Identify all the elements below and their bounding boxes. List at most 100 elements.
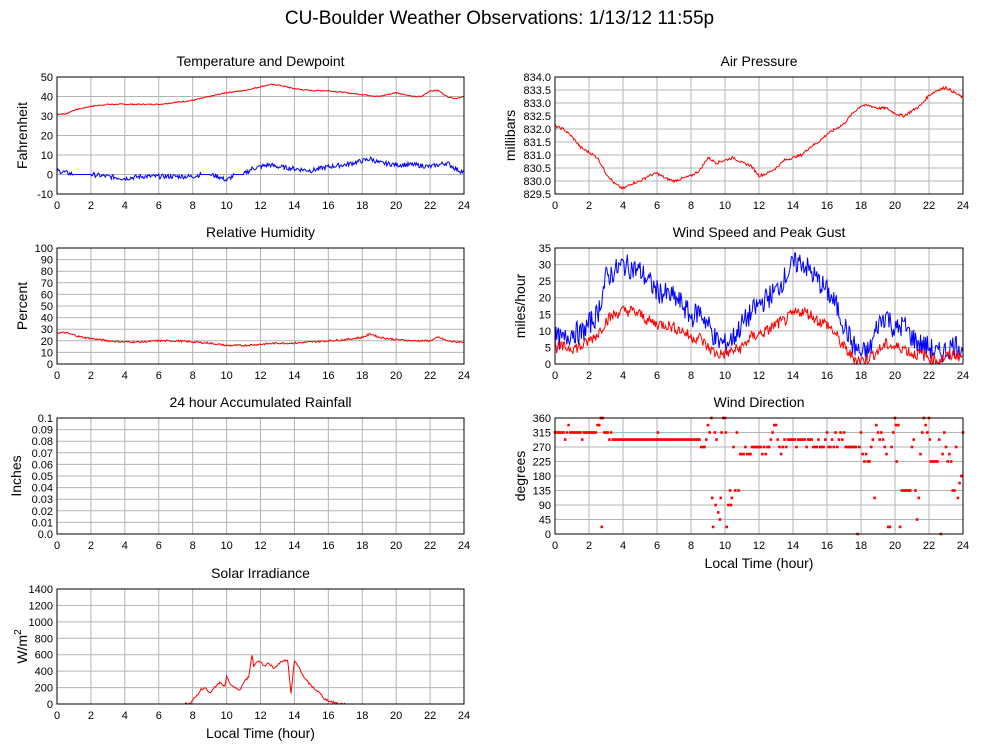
- data-point: [849, 445, 853, 449]
- data-point: [582, 431, 586, 434]
- x-tick-label: 20: [390, 200, 402, 212]
- data-point: [648, 438, 652, 441]
- data-point: [873, 496, 876, 500]
- data-point: [606, 431, 609, 434]
- y-tick-label: 0.03: [32, 494, 53, 506]
- y-tick-label: 30: [41, 324, 53, 336]
- data-point: [839, 431, 842, 434]
- x-tick-label: 14: [288, 200, 300, 212]
- x-tick-label: 22: [923, 540, 935, 552]
- data-point: [786, 438, 790, 441]
- y-tick-label: 830.0: [523, 176, 551, 188]
- y-tick-label: 0.06: [32, 459, 53, 471]
- data-point: [635, 438, 638, 441]
- data-point: [579, 431, 582, 434]
- data-point: [871, 438, 875, 441]
- data-point: [594, 431, 598, 434]
- data-point: [616, 438, 620, 441]
- data-point: [926, 431, 929, 434]
- data-point: [565, 431, 569, 434]
- data-point: [688, 438, 691, 441]
- data-point: [754, 445, 757, 449]
- data-point: [643, 438, 647, 441]
- data-point: [580, 438, 584, 441]
- y-axis-label: miles/hour: [512, 273, 528, 338]
- y-tick-label: 0: [545, 359, 551, 371]
- data-point: [698, 438, 701, 441]
- data-point: [729, 503, 733, 507]
- data-point: [620, 438, 623, 441]
- x-tick-label: 10: [220, 710, 232, 722]
- data-point: [822, 445, 825, 449]
- y-tick-label: 832.0: [523, 124, 551, 136]
- x-tick-label: 0: [552, 540, 558, 552]
- data-point: [863, 460, 866, 463]
- y-tick-label: 30: [41, 111, 53, 123]
- plot-frame: [554, 417, 964, 535]
- data-point: [747, 452, 751, 456]
- data-point: [946, 460, 949, 463]
- x-tick-label: 4: [122, 200, 128, 212]
- data-point: [890, 445, 893, 449]
- data-point: [941, 452, 944, 456]
- data-point: [900, 489, 904, 492]
- data-point: [844, 445, 847, 449]
- data-point: [728, 489, 732, 492]
- chart-rain: 0 2 4 6 8 10 12 14 16 18 20 22 240.00.010.020.030.04…: [8, 394, 470, 552]
- data-point: [807, 438, 810, 441]
- x-tick-label: 18: [356, 370, 368, 382]
- x-tick-label: 4: [122, 540, 128, 552]
- x-tick-label: 4: [620, 370, 626, 382]
- y-tick-label: 135: [533, 486, 551, 498]
- data-point: [567, 423, 570, 427]
- x-tick-label: 8: [190, 710, 196, 722]
- data-point: [808, 438, 812, 441]
- data-point: [944, 445, 948, 449]
- x-tick-label: 4: [620, 540, 626, 552]
- x-tick-label: 2: [586, 540, 592, 552]
- data-point: [951, 489, 955, 492]
- data-point: [813, 445, 817, 449]
- data-point: [920, 431, 924, 434]
- data-point: [790, 438, 793, 441]
- data-point: [934, 460, 938, 463]
- y-tick-label: 20: [41, 131, 53, 143]
- y-tick-label: 30: [539, 260, 551, 272]
- x-tick-label: 10: [220, 370, 232, 382]
- x-tick-label: 8: [190, 200, 196, 212]
- y-tick-label: 10: [539, 326, 551, 338]
- data-point: [888, 525, 892, 529]
- data-point: [859, 431, 863, 434]
- y-tick-label: 25: [539, 276, 551, 288]
- data-point: [740, 452, 744, 456]
- data-point: [656, 431, 660, 434]
- data-point: [776, 438, 779, 441]
- data-point: [669, 438, 672, 441]
- x-tick-label: 20: [390, 370, 402, 382]
- data-point: [805, 445, 808, 449]
- data-point: [903, 489, 907, 492]
- data-point: [778, 445, 781, 449]
- data-point: [929, 460, 932, 463]
- x-tick-label: 20: [889, 540, 901, 552]
- x-tick-label: 10: [719, 200, 731, 212]
- data-point: [718, 518, 722, 521]
- y-tick-label: 0.0: [38, 529, 53, 541]
- data-point: [894, 423, 898, 427]
- y-tick-label: 829.5: [523, 189, 551, 201]
- x-tick-label: 8: [688, 370, 694, 382]
- y-tick-label: 0: [47, 359, 53, 371]
- y-tick-label: 5: [545, 342, 551, 354]
- data-point: [909, 489, 912, 492]
- data-point: [948, 452, 951, 456]
- y-tick-label: 20: [41, 336, 53, 348]
- y-tick-label: 45: [539, 515, 551, 527]
- x-tick-label: 24: [957, 370, 969, 382]
- chart-title: Wind Speed and Peak Gust: [673, 224, 846, 240]
- data-point: [662, 438, 666, 441]
- data-point: [795, 445, 798, 449]
- series-line-1: [56, 83, 465, 116]
- data-point: [623, 438, 626, 441]
- data-point: [691, 438, 694, 441]
- data-point: [764, 452, 768, 456]
